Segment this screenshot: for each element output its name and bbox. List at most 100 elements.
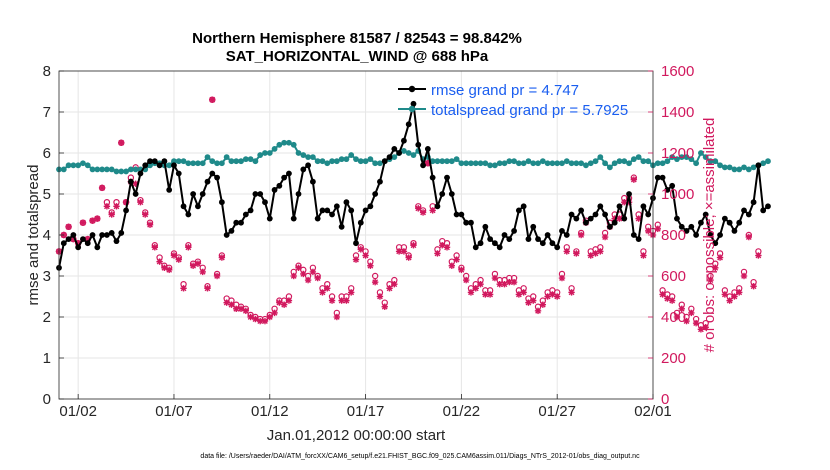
totalspread-point	[401, 148, 407, 154]
legend-rmse-label: rmse grand pr = 4.747	[431, 82, 579, 99]
left-tick-label: 7	[43, 104, 51, 121]
obs-assimilated-marker	[419, 209, 427, 216]
rmse-point	[381, 158, 388, 165]
obs-assimilated-marker	[434, 250, 441, 257]
rmse-point	[142, 162, 149, 169]
obs-star-stroke	[573, 250, 580, 257]
rmse-point	[80, 236, 86, 243]
obs-assimilated-marker	[520, 289, 527, 296]
rmse-point	[367, 203, 374, 210]
obs-assimilated-marker	[185, 244, 192, 251]
obs-assimilated-marker	[118, 139, 125, 146]
rmse-point	[84, 240, 91, 247]
rmse-point	[223, 232, 230, 238]
rmse-point	[765, 203, 771, 210]
obs-star-stroke	[147, 221, 153, 228]
rmse-point	[429, 174, 436, 181]
obs-star-stroke	[683, 318, 690, 324]
obs-star-stroke	[104, 203, 110, 210]
rmse-point	[405, 121, 412, 128]
rmse-point	[113, 238, 120, 245]
obs-assimilated-marker	[271, 309, 278, 317]
rmse-point	[755, 162, 762, 169]
rmse-point	[606, 223, 613, 230]
rmse-point	[60, 240, 67, 247]
totalspread-point	[410, 152, 417, 158]
rmse-point	[391, 146, 398, 152]
obs-star-stroke	[343, 297, 350, 304]
obs-assimilated-marker	[630, 176, 638, 183]
obs-assimilated-marker	[324, 285, 331, 292]
obs-assimilated-marker	[716, 254, 724, 261]
totalspread-point	[468, 160, 474, 167]
totalspread-point	[492, 162, 498, 169]
obs-assimilated-marker	[98, 184, 106, 192]
obs-star-stroke	[520, 289, 527, 296]
obs-star-stroke	[429, 207, 436, 214]
totalspread-point	[305, 154, 311, 161]
rmse-point	[309, 178, 316, 185]
totalspread-point	[166, 162, 173, 169]
totalspread-point	[94, 166, 101, 173]
obs-star-stroke	[640, 252, 647, 259]
totalspread-point	[592, 158, 599, 165]
totalspread-point	[616, 158, 623, 165]
y-axis-right-label: # of obs: o=possible; ×=assimilated	[701, 118, 718, 353]
rmse-point	[357, 219, 364, 226]
obs-star-stroke	[554, 293, 561, 300]
obs-assimilated-marker	[745, 233, 753, 241]
obs-assimilated-marker	[103, 203, 111, 210]
rmse-point	[185, 211, 192, 218]
left-tick-label: 0	[43, 391, 51, 408]
rmse-point	[741, 207, 747, 214]
obs-assimilated-marker	[736, 289, 743, 296]
obs-assimilated-marker	[309, 268, 317, 276]
totalspread-point	[511, 158, 517, 165]
obs-assimilated-marker	[391, 281, 398, 288]
obs-star-stroke	[712, 264, 719, 271]
obs-star-stroke	[156, 258, 163, 265]
rmse-point	[362, 207, 369, 214]
rmse-point	[496, 244, 503, 251]
obs-assimilated-marker	[328, 297, 336, 304]
obs-star-stroke	[539, 301, 546, 308]
obs-assimilated-marker	[530, 297, 537, 304]
totalspread-point	[606, 164, 613, 171]
rmse-point	[492, 240, 498, 247]
totalspread-point	[448, 158, 455, 165]
legend-spread-label: totalspread grand pr = 5.7925	[431, 102, 628, 119]
obs-assimilated-marker	[300, 270, 307, 278]
obs-assimilated-marker	[553, 293, 561, 300]
rmse-point	[487, 236, 494, 243]
obs-star-stroke	[305, 277, 311, 283]
obs-star-stroke	[319, 289, 326, 296]
totalspread-point	[750, 164, 757, 171]
totalspread-point	[717, 162, 723, 169]
rmse-point	[477, 240, 484, 247]
totalspread-point	[262, 150, 268, 156]
obs-star-stroke	[228, 301, 235, 308]
obs-assimilated-marker	[367, 262, 374, 269]
totalspread-point	[597, 154, 604, 161]
obs-star-stroke	[80, 219, 86, 226]
rmse-point	[750, 199, 757, 206]
rmse-point	[137, 170, 144, 177]
totalspread-point	[573, 160, 580, 167]
obs-assimilated-marker	[678, 305, 685, 312]
totalspread-point	[707, 158, 714, 165]
totalspread-point	[568, 160, 575, 167]
obs-star-stroke	[674, 314, 680, 320]
obs-star-stroke	[702, 324, 709, 331]
rmse-point	[89, 232, 96, 238]
totalspread-point	[583, 162, 589, 169]
obs-assimilated-marker	[165, 266, 173, 274]
rmse-point	[434, 203, 441, 210]
obs-assimilated-marker	[683, 317, 690, 325]
obs-star-stroke	[218, 254, 225, 261]
obs-assimilated-marker	[539, 301, 547, 308]
obs-assimilated-marker	[740, 272, 748, 280]
rmse-point	[645, 211, 652, 218]
rmse-point	[190, 191, 197, 197]
obs-star-stroke	[535, 307, 541, 314]
rmse-point	[305, 162, 311, 169]
